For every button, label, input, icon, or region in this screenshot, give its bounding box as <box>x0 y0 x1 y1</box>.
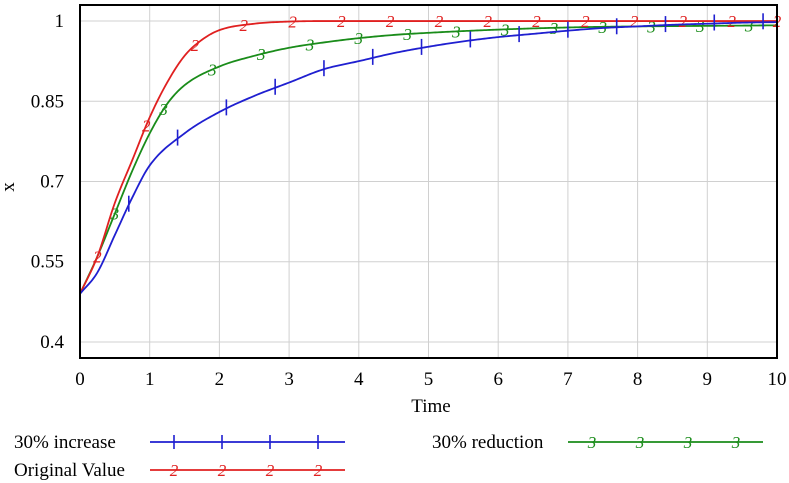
y-tick-label: 0.85 <box>31 91 64 112</box>
x-tick-label: 8 <box>633 369 643 390</box>
y-tick-label: 0.4 <box>40 332 64 353</box>
legend-marker: 3 <box>635 433 645 452</box>
plot-area-border <box>79 4 778 359</box>
legend-marker: 2 <box>266 461 275 480</box>
x-tick-label: 10 <box>768 369 787 390</box>
series-marker: 3 <box>402 25 412 44</box>
series-marker: 3 <box>451 22 461 41</box>
series-marker: 2 <box>435 12 444 31</box>
series-marker: 2 <box>191 36 200 55</box>
legend-marker: 3 <box>587 433 597 452</box>
series-marker: 3 <box>695 17 705 36</box>
legend-label: Original Value <box>14 460 125 481</box>
series-marker: 2 <box>93 247 102 266</box>
series-marker: 2 <box>142 116 151 135</box>
x-tick-label: 3 <box>284 369 294 390</box>
series-line <box>79 20 777 295</box>
series-marker: 2 <box>386 12 395 31</box>
series-marker: 3 <box>646 17 656 36</box>
series-marker: 3 <box>158 100 168 119</box>
y-tick-label: 0.7 <box>40 172 64 193</box>
series-marker: 2 <box>532 12 541 31</box>
series-marker: 2 <box>581 12 590 31</box>
series-marker: 2 <box>679 12 688 31</box>
series-marker: 3 <box>500 20 510 39</box>
series-marker: 3 <box>354 29 364 48</box>
x-axis-ticks: 0 1 2 3 4 5 6 7 8 9 10 <box>75 369 786 390</box>
series-marker: 2 <box>337 12 346 31</box>
series-marker: 3 <box>549 19 559 38</box>
x-axis-label: Time <box>411 396 450 417</box>
x-tick-label: 1 <box>145 369 155 390</box>
series-marker: 2 <box>288 12 297 31</box>
series-marker: 3 <box>207 60 217 79</box>
legend: 30% increase 30% reduction 3 3 3 3 Original Va… <box>14 432 763 481</box>
series-marker: 2 <box>630 12 639 31</box>
series-line <box>79 21 778 295</box>
x-tick-label: 7 <box>563 369 573 390</box>
y-tick-label: 1 <box>55 11 65 32</box>
legend-marker: 2 <box>314 461 323 480</box>
legend-label: 30% increase <box>14 432 116 453</box>
series-marker: 3 <box>110 205 120 224</box>
series-marker: 3 <box>256 45 266 64</box>
legend-marker: 3 <box>683 433 693 452</box>
x-tick-label: 5 <box>424 369 434 390</box>
x-tick-label: 9 <box>703 369 713 390</box>
x-tick-label: 4 <box>354 369 364 390</box>
series-marker: 2 <box>483 12 492 31</box>
series-marker: 3 <box>744 17 754 36</box>
y-axis-label: x <box>0 182 19 192</box>
series-marker: 2 <box>240 16 249 35</box>
grid-lines <box>80 5 777 358</box>
x-tick-label: 6 <box>493 369 503 390</box>
y-axis-ticks: 0.4 0.55 0.7 0.85 1 <box>31 11 65 353</box>
legend-marker: 2 <box>218 461 227 480</box>
series-marker: 3 <box>305 35 315 54</box>
legend-marker: 3 <box>731 433 741 452</box>
x-tick-label: 2 <box>215 369 225 390</box>
y-tick-label: 0.55 <box>31 252 64 273</box>
legend-marker: 2 <box>170 461 179 480</box>
x-tick-label: 0 <box>75 369 85 390</box>
legend-label: 30% reduction <box>432 432 544 453</box>
series-marker: 2 <box>727 12 736 31</box>
